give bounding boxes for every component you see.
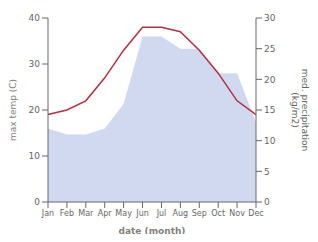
svg-text:5: 5 [264,167,270,177]
svg-text:Jun: Jun [135,209,149,218]
svg-text:date (month): date (month) [119,226,186,234]
svg-text:Sep: Sep [192,209,207,218]
svg-text:Aug: Aug [173,209,189,218]
svg-text:Jan: Jan [41,209,54,218]
svg-text:25: 25 [264,44,275,54]
svg-text:20: 20 [29,105,41,115]
svg-text:30: 30 [29,59,41,69]
svg-text:max temp (C): max temp (C) [8,79,18,141]
svg-text:40: 40 [29,13,41,23]
svg-text:May: May [115,209,132,218]
svg-text:10: 10 [29,151,41,161]
svg-text:Apr: Apr [98,209,113,218]
svg-text:15: 15 [264,105,275,115]
svg-text:Oct: Oct [211,209,225,218]
svg-text:Feb: Feb [60,209,74,218]
svg-text:10: 10 [264,136,276,146]
svg-text:0: 0 [34,197,40,207]
svg-text:20: 20 [264,75,276,85]
svg-text:30: 30 [264,13,276,23]
svg-text:Jul: Jul [156,209,167,218]
svg-text:Mar: Mar [78,209,94,218]
svg-text:med. precipitation(kg/m2): med. precipitation(kg/m2) [290,69,310,151]
svg-text:Dec: Dec [248,209,263,218]
svg-text:Nov: Nov [229,209,245,218]
svg-text:0: 0 [264,197,270,207]
